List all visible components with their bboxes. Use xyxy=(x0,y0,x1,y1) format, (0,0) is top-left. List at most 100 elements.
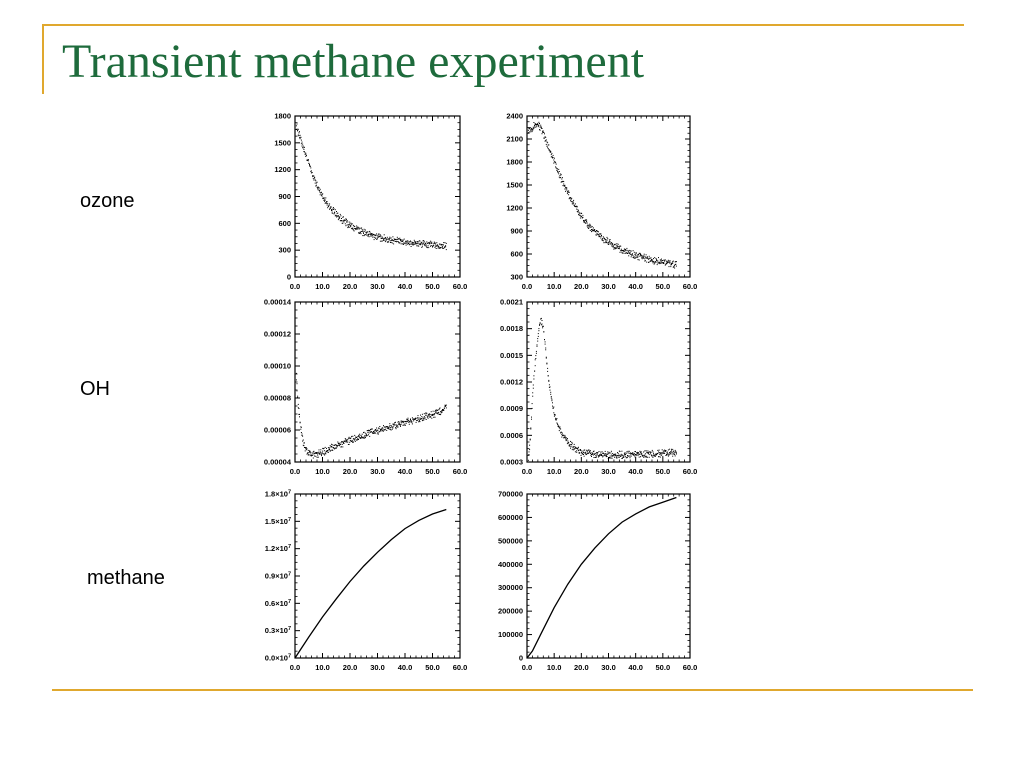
data-point xyxy=(395,238,396,240)
data-point xyxy=(432,414,433,416)
data-point xyxy=(668,453,670,455)
data-point xyxy=(336,447,337,449)
data-point xyxy=(646,452,648,454)
data-point xyxy=(530,131,532,133)
data-point xyxy=(373,239,375,241)
data-point xyxy=(645,456,647,458)
data-point xyxy=(375,429,377,431)
data-point xyxy=(548,144,550,146)
data-point xyxy=(547,370,549,372)
data-point xyxy=(583,454,584,455)
y-tick-label: 0.0×107 xyxy=(265,654,291,663)
data-point xyxy=(415,417,417,419)
data-point xyxy=(428,242,430,244)
data-point xyxy=(401,241,403,242)
data-point xyxy=(379,240,381,242)
data-point xyxy=(402,239,404,241)
y-tick-label: 700000 xyxy=(498,490,523,499)
data-point xyxy=(662,451,664,453)
data-point xyxy=(303,151,305,153)
data-point xyxy=(613,244,615,246)
data-point xyxy=(636,452,638,454)
data-point xyxy=(675,450,677,452)
data-point xyxy=(627,450,629,452)
data-point xyxy=(591,231,592,233)
data-point xyxy=(584,451,586,453)
data-point xyxy=(399,242,401,244)
data-point xyxy=(327,205,329,207)
data-point xyxy=(675,452,677,454)
data-point xyxy=(629,253,631,255)
data-point xyxy=(599,235,601,237)
data-point xyxy=(647,450,649,452)
data-point xyxy=(646,451,648,453)
data-point xyxy=(409,243,411,245)
data-point xyxy=(421,246,423,248)
data-point xyxy=(437,412,439,414)
data-point xyxy=(439,247,441,248)
data-point xyxy=(543,331,545,333)
data-point xyxy=(379,428,381,430)
data-point xyxy=(307,159,309,161)
data-point xyxy=(636,257,638,259)
data-point xyxy=(318,449,320,451)
data-point xyxy=(671,262,673,264)
data-point xyxy=(577,448,579,450)
data-point xyxy=(603,453,605,454)
data-point xyxy=(316,456,318,458)
data-point xyxy=(588,449,590,451)
data-point xyxy=(378,233,380,235)
data-point xyxy=(425,412,427,414)
data-point xyxy=(582,453,584,455)
data-point xyxy=(345,218,347,220)
data-point xyxy=(620,245,622,247)
y-tick-label: 1800 xyxy=(506,158,523,167)
data-point xyxy=(576,450,578,452)
y-tick-label: 0.0009 xyxy=(500,404,523,413)
x-tick-label: 30.0 xyxy=(601,467,616,476)
data-point xyxy=(672,266,674,268)
data-point xyxy=(611,457,613,459)
data-point xyxy=(628,455,630,457)
data-point xyxy=(623,250,625,252)
data-point xyxy=(559,426,561,428)
data-point xyxy=(423,241,425,243)
data-point xyxy=(615,247,617,249)
data-point xyxy=(578,446,579,448)
data-point xyxy=(617,245,619,247)
data-point xyxy=(601,455,602,456)
data-point xyxy=(400,424,401,426)
data-point xyxy=(403,242,405,244)
data-point xyxy=(601,238,603,240)
data-point xyxy=(562,185,564,187)
data-point xyxy=(445,405,447,406)
data-point xyxy=(366,433,368,435)
data-point xyxy=(531,416,532,418)
data-point xyxy=(654,257,656,259)
data-point xyxy=(655,258,657,260)
data-point xyxy=(340,215,342,217)
data-point xyxy=(438,409,440,411)
data-point xyxy=(566,439,568,441)
data-point xyxy=(577,211,579,213)
data-point xyxy=(379,235,381,237)
data-point xyxy=(316,452,318,453)
data-point xyxy=(574,446,576,448)
data-point xyxy=(325,453,327,455)
data-point xyxy=(431,243,433,244)
data-point xyxy=(312,175,314,177)
data-point xyxy=(411,243,413,245)
data-point xyxy=(358,439,359,440)
data-point xyxy=(445,404,447,406)
data-point xyxy=(632,454,634,456)
data-point xyxy=(371,428,373,430)
data-point xyxy=(374,235,376,237)
data-point xyxy=(298,135,300,137)
data-point xyxy=(637,454,639,456)
data-point xyxy=(323,200,325,201)
data-point xyxy=(609,452,610,454)
data-point xyxy=(309,450,310,452)
data-point xyxy=(638,259,640,261)
data-point xyxy=(310,170,312,172)
data-point xyxy=(567,440,569,442)
